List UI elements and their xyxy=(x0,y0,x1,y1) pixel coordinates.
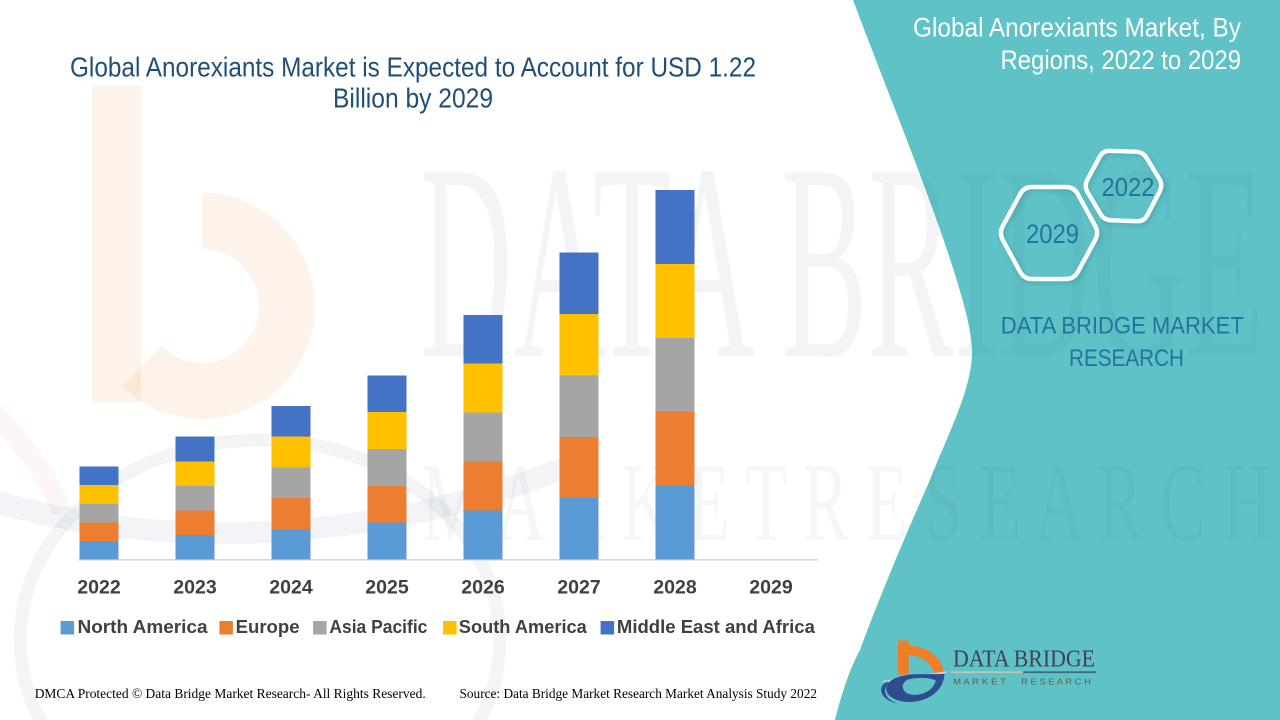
svg-text:Middle East and Africa: Middle East and Africa xyxy=(617,616,816,637)
svg-text:2025: 2025 xyxy=(365,578,409,599)
svg-text:Europe: Europe xyxy=(236,616,300,637)
svg-text:DATA BRIDGE MARKET: DATA BRIDGE MARKET xyxy=(1001,313,1244,340)
svg-text:DMCA Protected © Data Bridge M: DMCA Protected © Data Bridge Market Rese… xyxy=(35,687,426,702)
svg-text:2023: 2023 xyxy=(173,578,217,599)
svg-text:2022: 2022 xyxy=(77,578,121,599)
svg-text:2024: 2024 xyxy=(269,578,313,599)
svg-text:M A R K E T: M A R K E T xyxy=(953,677,1006,687)
svg-text:2029: 2029 xyxy=(749,578,793,599)
svg-text:Global Anorexiants Market, By: Global Anorexiants Market, By xyxy=(913,13,1241,43)
svg-text:Asia Pacific: Asia Pacific xyxy=(329,616,427,637)
svg-text:2022: 2022 xyxy=(1102,172,1155,202)
svg-text:2029: 2029 xyxy=(1026,219,1079,249)
svg-text:Global Anorexiants Market is E: Global Anorexiants Market is Expected to… xyxy=(70,52,756,83)
svg-text:DATA BRIDGE: DATA BRIDGE xyxy=(953,647,1095,673)
svg-text:South America: South America xyxy=(459,616,588,637)
svg-text:RESEARCH: RESEARCH xyxy=(1069,345,1184,372)
svg-text:2027: 2027 xyxy=(557,578,601,599)
svg-text:North America: North America xyxy=(78,616,209,637)
svg-text:Regions, 2022 to 2029: Regions, 2022 to 2029 xyxy=(1001,45,1242,75)
svg-text:2028: 2028 xyxy=(653,578,697,599)
svg-text:R E S E A R C H: R E S E A R C H xyxy=(1021,677,1091,687)
svg-text:Source: Data Bridge Market Res: Source: Data Bridge Market Research Mark… xyxy=(460,687,818,702)
svg-text:2026: 2026 xyxy=(461,578,505,599)
svg-text:Billion by 2029: Billion by 2029 xyxy=(333,83,493,114)
